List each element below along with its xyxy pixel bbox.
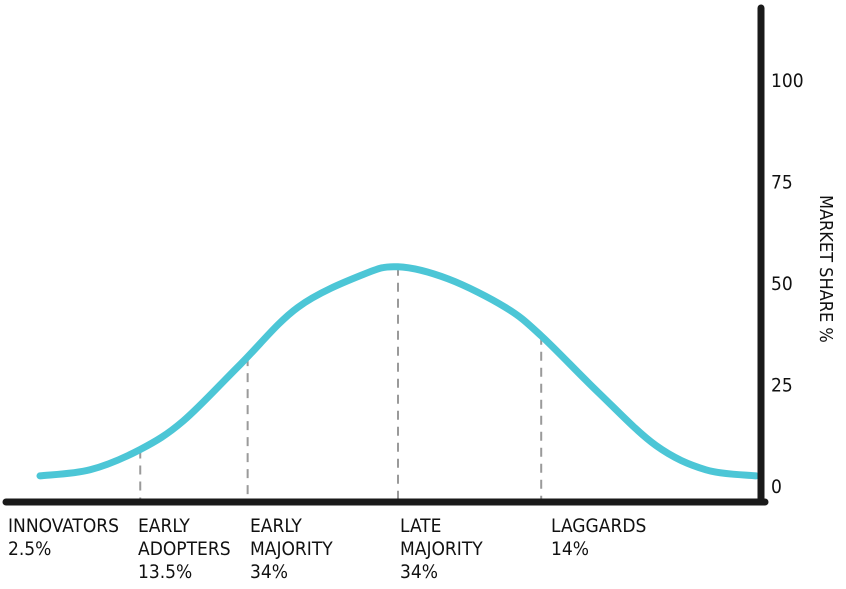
segment-dividers [139, 266, 543, 500]
segment-label: 14% [551, 538, 589, 560]
adoption-curve-line [36, 263, 760, 480]
segment-label: 34% [250, 561, 288, 583]
segment-label: EARLY [250, 515, 302, 537]
segment-label: MAJORITY [400, 538, 483, 560]
y-axis-title: MARKET SHARE % [815, 195, 836, 343]
y-tick-label: 75 [771, 172, 793, 194]
segment-label: LAGGARDS [551, 515, 646, 537]
segment-label: 34% [400, 561, 438, 583]
segment-labels: INNOVATORS2.5%EARLYADOPTERS13.5%EARLYMAJ… [8, 515, 646, 583]
y-tick-label: 100 [771, 70, 804, 92]
segment-label: MAJORITY [250, 538, 333, 560]
y-tick-label: 25 [771, 375, 793, 397]
segment-label: LATE [400, 515, 441, 537]
y-axis-tick-labels: 0 25 50 75 100 [771, 70, 804, 498]
segment-label: 13.5% [138, 561, 192, 583]
y-tick-label: 50 [771, 273, 793, 295]
segment-label: ADOPTERS [138, 538, 231, 560]
segment-label: EARLY [138, 515, 190, 537]
y-tick-label: 0 [771, 476, 782, 498]
segment-label: 2.5% [8, 538, 51, 560]
segment-label: INNOVATORS [8, 515, 119, 537]
